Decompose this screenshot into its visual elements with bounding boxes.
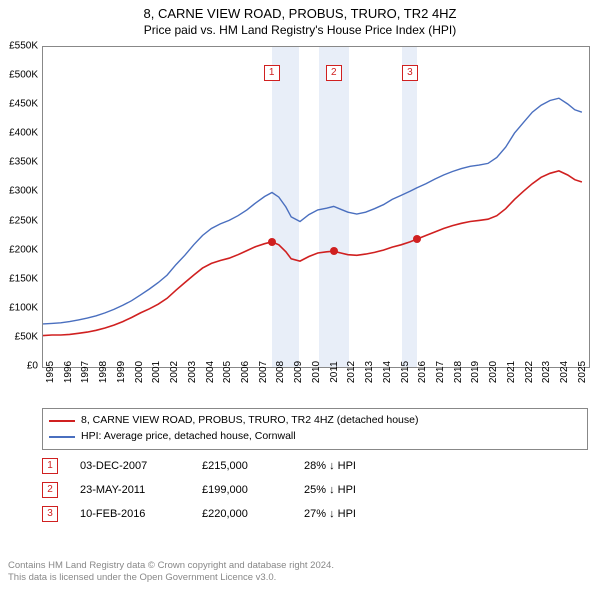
x-tick-label: 2022: [524, 361, 535, 383]
x-tick-label: 2002: [169, 361, 180, 383]
x-tick-label: 2006: [240, 361, 251, 383]
x-tick-label: 2015: [400, 361, 411, 383]
y-tick-label: £0: [2, 361, 38, 372]
y-tick-label: £400K: [2, 128, 38, 139]
event-badge: 2: [42, 482, 58, 498]
y-tick-label: £50K: [2, 331, 38, 342]
legend-swatch: [49, 436, 75, 438]
x-tick-label: 2023: [541, 361, 552, 383]
sale-dot: [330, 247, 338, 255]
page-title: 8, CARNE VIEW ROAD, PROBUS, TRURO, TR2 4…: [8, 6, 592, 21]
event-diff: 28% ↓ HPI: [304, 460, 588, 472]
x-tick-label: 2000: [134, 361, 145, 383]
legend-row: 8, CARNE VIEW ROAD, PROBUS, TRURO, TR2 4…: [49, 413, 581, 429]
footer-attribution: Contains HM Land Registry data © Crown c…: [8, 560, 592, 584]
legend-label: 8, CARNE VIEW ROAD, PROBUS, TRURO, TR2 4…: [81, 413, 418, 429]
y-tick-label: £350K: [2, 157, 38, 168]
chart-series-svg: [43, 47, 589, 367]
event-date: 03-DEC-2007: [80, 460, 180, 472]
y-tick-label: £450K: [2, 99, 38, 110]
x-tick-label: 2012: [346, 361, 357, 383]
footer-line: Contains HM Land Registry data © Crown c…: [8, 560, 592, 572]
y-tick-label: £500K: [2, 70, 38, 81]
page-subtitle: Price paid vs. HM Land Registry's House …: [8, 23, 592, 37]
event-date: 10-FEB-2016: [80, 508, 180, 520]
x-tick-label: 2013: [364, 361, 375, 383]
x-tick-label: 2005: [222, 361, 233, 383]
y-tick-label: £300K: [2, 186, 38, 197]
x-tick-label: 2004: [205, 361, 216, 383]
x-tick-label: 2010: [311, 361, 322, 383]
event-marker: 2: [326, 65, 342, 81]
x-tick-label: 2007: [258, 361, 269, 383]
x-tick-label: 2020: [488, 361, 499, 383]
x-tick-label: 2017: [435, 361, 446, 383]
legend-row: HPI: Average price, detached house, Corn…: [49, 429, 581, 445]
event-marker: 3: [402, 65, 418, 81]
y-tick-label: £550K: [2, 41, 38, 52]
x-tick-label: 1996: [63, 361, 74, 383]
x-tick-label: 1999: [116, 361, 127, 383]
y-tick-label: £250K: [2, 215, 38, 226]
x-tick-label: 2019: [470, 361, 481, 383]
event-diff: 27% ↓ HPI: [304, 508, 588, 520]
x-tick-label: 2021: [506, 361, 517, 383]
x-tick-label: 1995: [45, 361, 56, 383]
events-table: 1 03-DEC-2007 £215,000 28% ↓ HPI 2 23-MAY-201…: [42, 454, 588, 526]
x-tick-label: 2001: [151, 361, 162, 383]
sale-dot: [268, 238, 276, 246]
y-tick-label: £150K: [2, 273, 38, 284]
chart-plot-area: 1 2 3: [42, 46, 590, 368]
event-date: 23-MAY-2011: [80, 484, 180, 496]
event-price: £199,000: [202, 484, 282, 496]
event-price: £220,000: [202, 508, 282, 520]
x-tick-label: 2025: [577, 361, 588, 383]
event-row: 2 23-MAY-2011 £199,000 25% ↓ HPI: [42, 478, 588, 502]
x-tick-label: 2018: [453, 361, 464, 383]
event-row: 3 10-FEB-2016 £220,000 27% ↓ HPI: [42, 502, 588, 526]
series-line-price_paid: [43, 171, 582, 336]
event-badge: 3: [42, 506, 58, 522]
x-tick-label: 1997: [80, 361, 91, 383]
legend-label: HPI: Average price, detached house, Corn…: [81, 429, 296, 445]
y-tick-label: £100K: [2, 302, 38, 313]
footer-line: This data is licensed under the Open Gov…: [8, 572, 592, 584]
legend-swatch: [49, 420, 75, 422]
chart-legend: 8, CARNE VIEW ROAD, PROBUS, TRURO, TR2 4…: [42, 408, 588, 450]
y-tick-label: £200K: [2, 244, 38, 255]
x-tick-label: 2011: [329, 361, 340, 383]
x-tick-label: 2014: [382, 361, 393, 383]
event-diff: 25% ↓ HPI: [304, 484, 588, 496]
x-tick-label: 2009: [293, 361, 304, 383]
sale-dot: [413, 235, 421, 243]
x-tick-label: 2024: [559, 361, 570, 383]
event-badge: 1: [42, 458, 58, 474]
event-price: £215,000: [202, 460, 282, 472]
x-tick-label: 2008: [275, 361, 286, 383]
x-tick-label: 2016: [417, 361, 428, 383]
event-marker: 1: [264, 65, 280, 81]
x-tick-label: 1998: [98, 361, 109, 383]
series-line-hpi: [43, 98, 582, 324]
x-tick-label: 2003: [187, 361, 198, 383]
event-row: 1 03-DEC-2007 £215,000 28% ↓ HPI: [42, 454, 588, 478]
